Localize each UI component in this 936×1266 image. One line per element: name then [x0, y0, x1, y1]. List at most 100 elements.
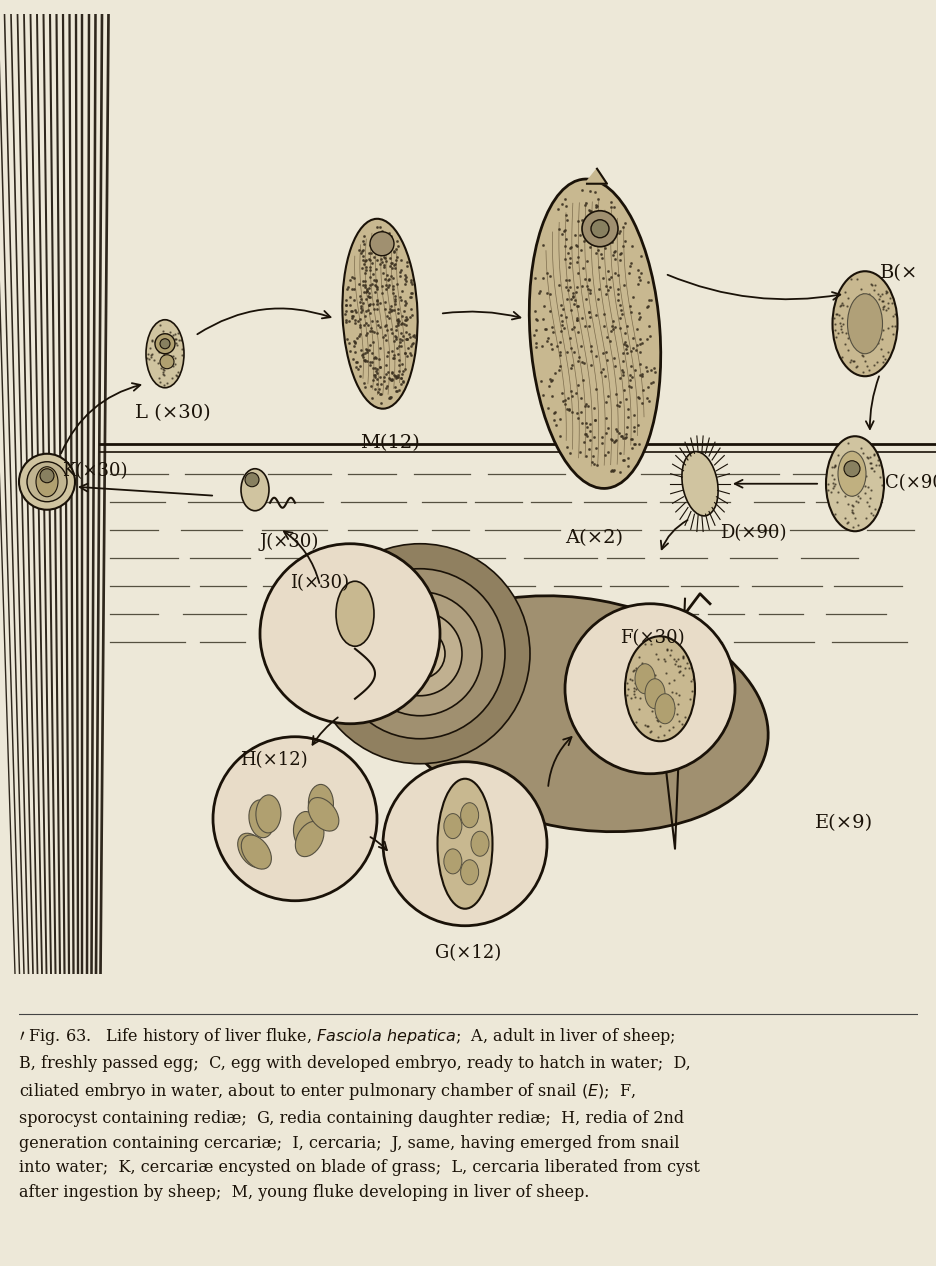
- Point: [165, 356, 180, 376]
- Point: [388, 381, 403, 401]
- Point: [852, 460, 867, 480]
- Point: [634, 392, 649, 413]
- Point: [559, 342, 574, 362]
- Point: [570, 408, 585, 428]
- Point: [576, 211, 591, 232]
- Point: [573, 403, 588, 423]
- Point: [617, 213, 632, 233]
- Point: [864, 275, 879, 295]
- Point: [338, 295, 353, 315]
- Point: [364, 275, 379, 295]
- Point: [600, 442, 615, 462]
- Point: [394, 330, 409, 351]
- Point: [825, 479, 840, 499]
- Point: [854, 338, 869, 358]
- Point: [356, 225, 371, 246]
- Point: [374, 252, 389, 272]
- Point: [393, 290, 408, 310]
- Point: [386, 276, 401, 296]
- Point: [866, 461, 881, 481]
- Point: [567, 382, 582, 403]
- Point: [856, 351, 871, 371]
- Point: [572, 442, 587, 462]
- Point: [844, 517, 859, 537]
- Point: [349, 352, 364, 372]
- Point: [598, 220, 613, 241]
- Point: [862, 447, 877, 467]
- Point: [854, 306, 869, 327]
- Point: [629, 319, 644, 339]
- Point: [579, 396, 594, 417]
- Point: [370, 314, 385, 334]
- Point: [880, 292, 895, 313]
- Point: [600, 386, 615, 406]
- Point: [527, 268, 542, 289]
- Point: [545, 322, 560, 342]
- Point: [582, 422, 597, 442]
- Point: [344, 305, 358, 325]
- Point: [562, 253, 577, 273]
- Point: [649, 705, 664, 725]
- Point: [389, 235, 404, 256]
- Point: [358, 377, 373, 398]
- Ellipse shape: [831, 271, 897, 376]
- Point: [388, 320, 403, 341]
- Point: [677, 658, 692, 679]
- Point: [385, 368, 400, 389]
- Point: [402, 272, 417, 292]
- Point: [863, 275, 878, 295]
- Point: [588, 197, 603, 218]
- Point: [837, 508, 852, 528]
- Point: [582, 201, 597, 222]
- Text: G(×12): G(×12): [434, 943, 501, 962]
- Point: [675, 665, 690, 685]
- Point: [617, 323, 632, 343]
- Point: [365, 332, 380, 352]
- Point: [381, 308, 396, 328]
- Point: [680, 657, 695, 677]
- Point: [548, 414, 563, 434]
- Point: [600, 418, 615, 438]
- Point: [850, 515, 865, 536]
- Point: [593, 244, 608, 265]
- Point: [389, 310, 404, 330]
- Point: [873, 329, 888, 349]
- Point: [380, 277, 395, 298]
- Point: [677, 706, 692, 727]
- Point: [670, 694, 685, 714]
- Point: [861, 286, 876, 306]
- Point: [855, 284, 870, 304]
- Point: [842, 462, 857, 482]
- Text: A(×2): A(×2): [564, 529, 622, 547]
- Point: [880, 342, 895, 362]
- Point: [858, 466, 873, 486]
- Point: [862, 458, 877, 479]
- Point: [661, 720, 676, 741]
- Point: [622, 341, 637, 361]
- Point: [604, 233, 619, 253]
- Point: [355, 241, 370, 261]
- Point: [835, 466, 850, 486]
- Point: [586, 427, 601, 447]
- Point: [865, 505, 880, 525]
- Point: [370, 279, 385, 299]
- Point: [578, 446, 592, 466]
- Point: [661, 674, 676, 694]
- Point: [656, 651, 671, 671]
- Point: [568, 281, 583, 301]
- Point: [606, 348, 621, 368]
- Point: [858, 356, 873, 376]
- Point: [393, 261, 408, 281]
- Point: [391, 380, 406, 400]
- Point: [366, 235, 381, 256]
- Point: [618, 427, 633, 447]
- Point: [550, 360, 565, 380]
- Point: [824, 457, 839, 477]
- Point: [882, 287, 897, 308]
- Text: J(×30): J(×30): [259, 533, 319, 551]
- Point: [574, 308, 589, 328]
- Point: [859, 477, 874, 498]
- Point: [880, 318, 895, 338]
- Point: [362, 275, 377, 295]
- Point: [837, 486, 852, 506]
